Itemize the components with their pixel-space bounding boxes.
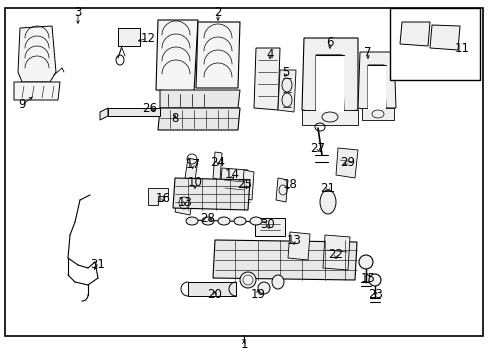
Polygon shape xyxy=(287,232,309,260)
Text: 21: 21 xyxy=(320,181,335,194)
Bar xyxy=(254,218,285,236)
Polygon shape xyxy=(196,22,240,88)
Polygon shape xyxy=(302,38,357,112)
Polygon shape xyxy=(242,170,253,200)
Text: 27: 27 xyxy=(310,141,325,154)
Polygon shape xyxy=(357,52,395,110)
Text: 3: 3 xyxy=(74,5,81,18)
Text: 13: 13 xyxy=(177,195,192,208)
Text: 29: 29 xyxy=(340,156,355,168)
Polygon shape xyxy=(323,235,349,270)
Text: 19: 19 xyxy=(250,288,265,302)
Polygon shape xyxy=(158,108,240,130)
Text: 31: 31 xyxy=(90,258,105,271)
Polygon shape xyxy=(173,178,249,210)
Bar xyxy=(389,8,479,80)
Polygon shape xyxy=(220,168,247,198)
Text: 14: 14 xyxy=(224,168,239,181)
Ellipse shape xyxy=(358,255,372,269)
Text: 5: 5 xyxy=(282,66,289,78)
Text: 13: 13 xyxy=(286,234,301,247)
Text: 9: 9 xyxy=(18,99,26,112)
Polygon shape xyxy=(213,240,356,280)
Text: 6: 6 xyxy=(325,36,333,49)
Polygon shape xyxy=(278,70,295,112)
Text: 16: 16 xyxy=(155,192,170,204)
Polygon shape xyxy=(275,178,287,202)
Text: 18: 18 xyxy=(282,179,297,192)
Bar xyxy=(361,108,393,120)
Polygon shape xyxy=(156,20,198,92)
Ellipse shape xyxy=(258,282,269,294)
Ellipse shape xyxy=(368,274,380,286)
Ellipse shape xyxy=(234,217,245,225)
Polygon shape xyxy=(148,188,168,205)
Text: 24: 24 xyxy=(210,156,225,168)
Text: 26: 26 xyxy=(142,102,157,114)
Text: 30: 30 xyxy=(260,219,275,231)
Polygon shape xyxy=(184,158,198,180)
Text: 4: 4 xyxy=(265,49,273,62)
Text: 2: 2 xyxy=(214,5,221,18)
Polygon shape xyxy=(100,108,108,120)
Polygon shape xyxy=(160,90,240,108)
Text: 22: 22 xyxy=(328,248,343,261)
Polygon shape xyxy=(108,108,160,116)
Polygon shape xyxy=(315,55,343,112)
Bar xyxy=(187,282,236,296)
Polygon shape xyxy=(175,192,193,215)
Text: 11: 11 xyxy=(453,41,468,54)
Polygon shape xyxy=(429,25,459,50)
Polygon shape xyxy=(335,148,357,178)
Text: 1: 1 xyxy=(240,338,247,351)
Ellipse shape xyxy=(185,217,198,225)
Text: 25: 25 xyxy=(237,179,252,192)
Polygon shape xyxy=(302,110,357,125)
Ellipse shape xyxy=(249,217,262,225)
Text: 28: 28 xyxy=(200,211,215,225)
Text: 15: 15 xyxy=(360,271,375,284)
Ellipse shape xyxy=(218,217,229,225)
Ellipse shape xyxy=(271,275,284,289)
Ellipse shape xyxy=(202,217,214,225)
Polygon shape xyxy=(367,65,385,110)
Polygon shape xyxy=(14,82,60,100)
Polygon shape xyxy=(399,22,429,46)
Text: 23: 23 xyxy=(368,288,383,302)
Text: 12: 12 xyxy=(140,31,155,45)
Polygon shape xyxy=(253,48,280,110)
Text: 20: 20 xyxy=(207,288,222,302)
Bar xyxy=(118,28,140,46)
Ellipse shape xyxy=(319,190,335,214)
Text: 8: 8 xyxy=(171,112,178,125)
Ellipse shape xyxy=(240,272,256,288)
Text: 7: 7 xyxy=(364,45,371,58)
Polygon shape xyxy=(213,152,222,180)
Text: 17: 17 xyxy=(185,158,200,171)
Text: 10: 10 xyxy=(187,176,202,189)
Polygon shape xyxy=(18,26,56,82)
